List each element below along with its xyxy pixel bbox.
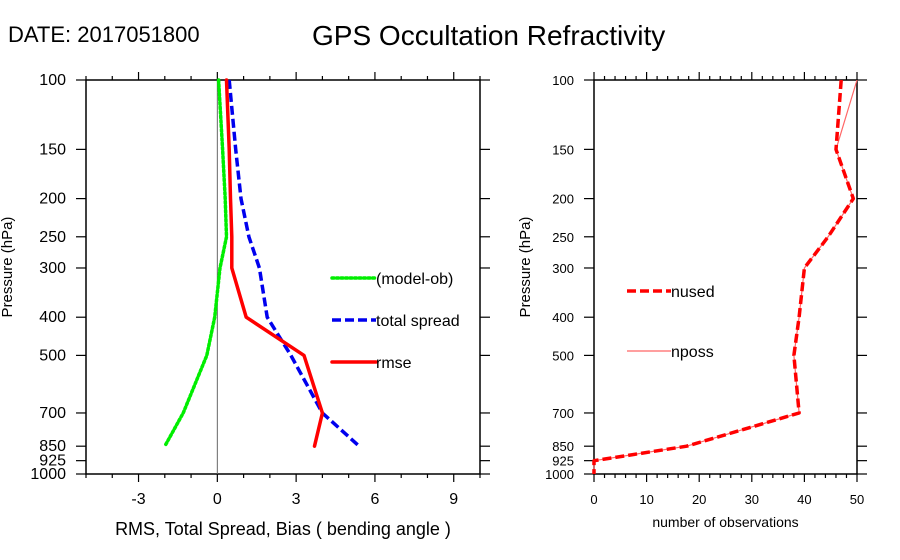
series-line-rmse [224, 78, 325, 448]
legend-label: nused [671, 284, 715, 301]
series-line-nused [592, 79, 856, 474]
y-tick-label: 500 [552, 348, 574, 363]
y-tick-label: 700 [552, 406, 574, 421]
x-tick-label: 10 [639, 492, 653, 507]
y-tick-label: 500 [39, 347, 66, 364]
y-tick-label: 400 [39, 309, 66, 326]
y-tick-label: 925 [39, 453, 66, 470]
chart-panel-right: 0 10 20 30 40 50 100 150 200 250 300 400 500 700 85092… [517, 72, 867, 530]
y-tick-label: 300 [39, 260, 66, 277]
y-tick-label: 400 [552, 310, 574, 325]
legend-label: (model-ob) [376, 271, 453, 288]
date-label: DATE: 2017051800 [8, 22, 200, 47]
x-tick-label: 40 [797, 492, 811, 507]
x-tick-label: 30 [745, 492, 759, 507]
y-axis-label: Pressure (hPa) [0, 217, 16, 318]
plot-frame [85, 79, 481, 475]
chart-title: GPS Occultation Refractivity [312, 20, 666, 51]
series-line-totalspread [227, 79, 361, 448]
legend-label: nposs [671, 344, 714, 361]
y-tick-label: 200 [39, 191, 66, 208]
y-tick-label: 850 [552, 439, 574, 454]
x-axis-label: number of observations [652, 514, 798, 530]
x-tick-label: 9 [449, 491, 458, 508]
y-tick-label: 700 [39, 405, 66, 422]
x-tick-label: 20 [692, 492, 706, 507]
plot-frame [593, 79, 858, 475]
x-tick-label: 50 [850, 492, 864, 507]
y-tick-label: 250 [39, 229, 66, 246]
x-tick-label: 3 [292, 491, 301, 508]
x-axis-label: RMS, Total Spread, Bias ( bending angle … [115, 519, 451, 539]
legend-label: rmse [376, 355, 412, 372]
y-tick-label: 1000 [30, 466, 66, 483]
x-tick-label: 6 [370, 491, 379, 508]
chart-panel-left: -3 0 3 6 9 100 150 200 250 300 400 500 700 8509251000… [0, 72, 490, 539]
y-tick-label: 100 [552, 73, 574, 88]
y-axis-label: Pressure (hPa) [517, 217, 534, 318]
y-tick-label: 200 [552, 192, 574, 207]
x-tick-label: 0 [213, 491, 222, 508]
y-tick-label: 925 [552, 454, 574, 469]
series-line-nposs [593, 79, 858, 474]
y-tick-label: 300 [552, 261, 574, 276]
series-line-modelob [163, 78, 229, 448]
x-tick-label: 0 [590, 492, 597, 507]
x-tick-label: -3 [131, 491, 145, 508]
y-tick-label: 100 [39, 72, 66, 89]
y-tick-label: 250 [552, 230, 574, 245]
y-tick-label: 150 [552, 142, 574, 157]
legend-label: total spread [376, 313, 460, 330]
y-tick-label: 150 [39, 141, 66, 158]
y-tick-label: 1000 [545, 467, 574, 482]
y-tick-label: 850 [39, 438, 66, 455]
